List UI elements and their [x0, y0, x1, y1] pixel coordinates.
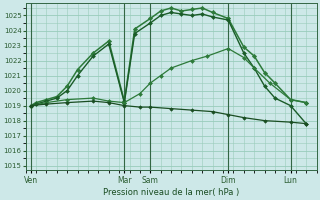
X-axis label: Pression niveau de la mer( hPa ): Pression niveau de la mer( hPa ) — [103, 188, 239, 197]
